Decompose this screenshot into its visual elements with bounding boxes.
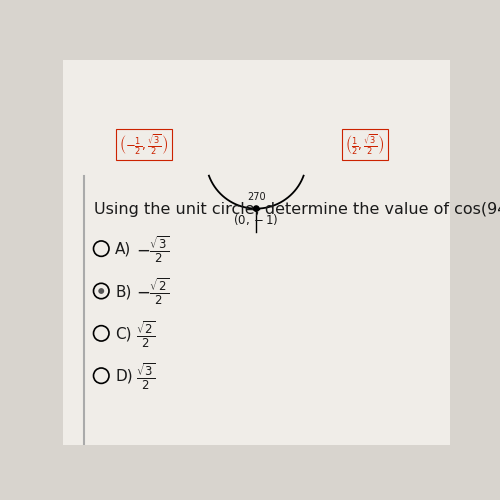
Text: $(0,-1)$: $(0,-1)$: [234, 212, 279, 228]
Text: $\left(\frac{1}{2},\frac{\sqrt{3}}{2}\right)$: $\left(\frac{1}{2},\frac{\sqrt{3}}{2}\ri…: [345, 132, 385, 157]
Text: $\frac{\sqrt{3}}{2}$: $\frac{\sqrt{3}}{2}$: [136, 361, 155, 392]
Text: D): D): [115, 369, 133, 384]
FancyBboxPatch shape: [62, 60, 450, 445]
Text: $\left(-\frac{1}{2},\frac{\sqrt{3}}{2}\right)$: $\left(-\frac{1}{2},\frac{\sqrt{3}}{2}\r…: [119, 132, 168, 157]
Text: C): C): [115, 326, 132, 342]
Circle shape: [98, 288, 104, 294]
Circle shape: [254, 206, 259, 212]
Text: A): A): [115, 242, 132, 257]
Text: 270: 270: [247, 192, 266, 202]
Text: $-\frac{\sqrt{2}}{2}$: $-\frac{\sqrt{2}}{2}$: [136, 276, 169, 307]
Text: $-\frac{\sqrt{3}}{2}$: $-\frac{\sqrt{3}}{2}$: [136, 234, 169, 265]
Text: $\frac{\sqrt{2}}{2}$: $\frac{\sqrt{2}}{2}$: [136, 318, 155, 350]
Text: B): B): [115, 284, 132, 300]
Text: Using the unit circle, determine the value of cos(945°).: Using the unit circle, determine the val…: [94, 202, 500, 218]
